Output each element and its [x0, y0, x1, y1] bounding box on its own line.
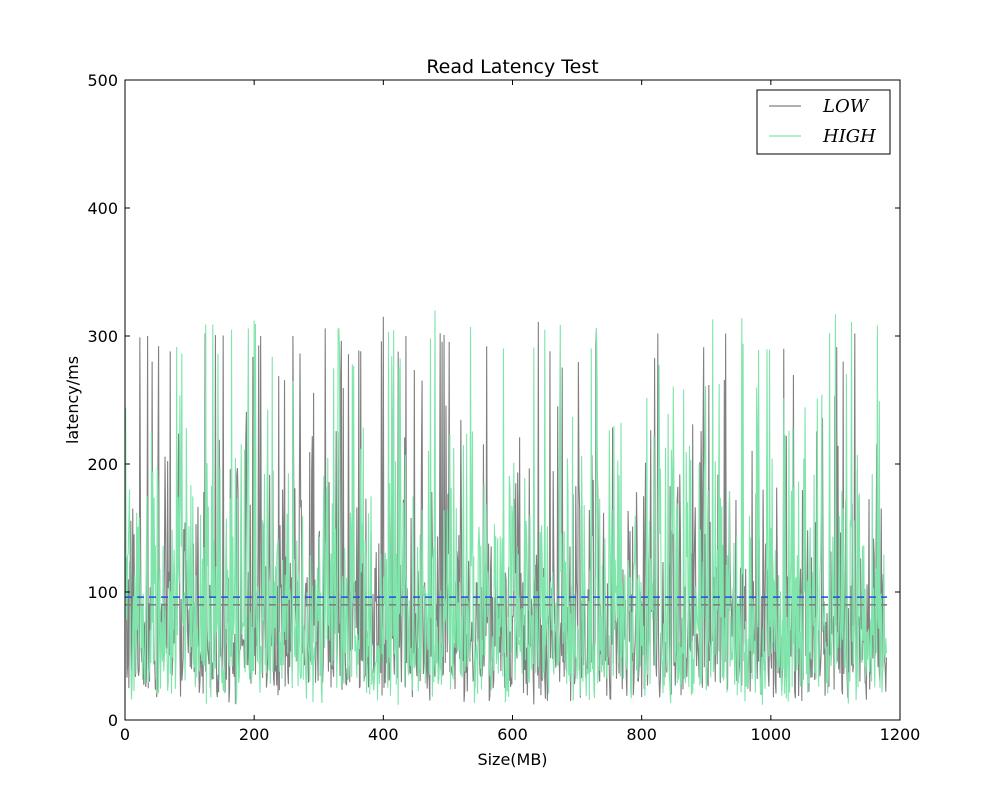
- y-tick-label: 300: [87, 327, 118, 346]
- x-tick-label: 0: [120, 725, 130, 744]
- y-tick-label: 500: [87, 71, 118, 90]
- series-line-high: [124, 310, 887, 705]
- chart-title: Read Latency Test: [426, 56, 598, 78]
- y-tick-label: 100: [87, 583, 118, 602]
- x-axis-title: Size(MB): [477, 750, 547, 769]
- x-tick-label: 200: [239, 725, 270, 744]
- legend-box: [756, 89, 891, 155]
- axis-ticks: 0 200 400 600 800 1000 1200 0 100 200 300 400 500: [87, 71, 920, 744]
- x-tick-label: 800: [626, 725, 657, 744]
- x-tick-label: 1000: [750, 725, 791, 744]
- legend-label-low: LOW: [822, 96, 870, 117]
- y-axis-title: latency/ms: [63, 356, 82, 444]
- legend: LOW HIGH: [756, 89, 891, 155]
- series-layer: [124, 310, 887, 705]
- legend-label-high: HIGH: [822, 126, 876, 147]
- x-tick-label: 400: [368, 725, 399, 744]
- y-tick-label: 400: [87, 199, 118, 218]
- x-tick-label: 600: [497, 725, 528, 744]
- y-tick-label: 0: [108, 711, 118, 730]
- x-tick-label: 1200: [880, 725, 921, 744]
- y-tick-label: 200: [87, 455, 118, 474]
